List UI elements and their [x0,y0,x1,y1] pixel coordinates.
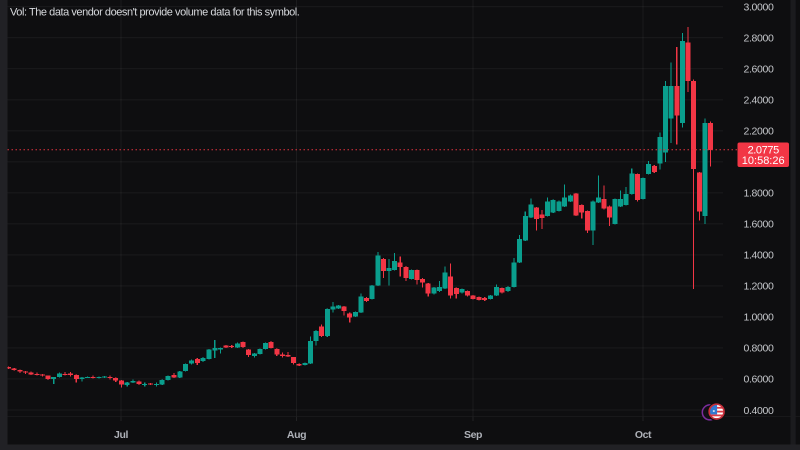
svg-text:1.0000: 1.0000 [744,312,775,324]
svg-text:Aug: Aug [287,429,306,441]
svg-text:0.4000: 0.4000 [744,405,775,417]
svg-text:Sep: Sep [464,429,482,441]
svg-text:3.0000: 3.0000 [744,2,775,14]
svg-text:1.4000: 1.4000 [744,250,775,262]
svg-text:10:58:26: 10:58:26 [742,155,785,167]
svg-text:0.8000: 0.8000 [744,343,775,355]
svg-text:Vol: The data vendor doesn't p: Vol: The data vendor doesn't provide vol… [10,7,300,19]
svg-text:Jul: Jul [114,429,128,441]
svg-text:2.8000: 2.8000 [744,33,775,45]
svg-text:2.4000: 2.4000 [744,95,775,107]
svg-text:0.6000: 0.6000 [744,374,775,386]
svg-text:1.8000: 1.8000 [744,188,775,200]
svg-text:2.2000: 2.2000 [744,126,775,138]
svg-text:Oct: Oct [635,429,652,441]
svg-text:2.0775: 2.0775 [748,145,780,157]
svg-text:1.6000: 1.6000 [744,219,775,231]
svg-text:1.2000: 1.2000 [744,281,775,293]
svg-text:2.6000: 2.6000 [744,64,775,76]
